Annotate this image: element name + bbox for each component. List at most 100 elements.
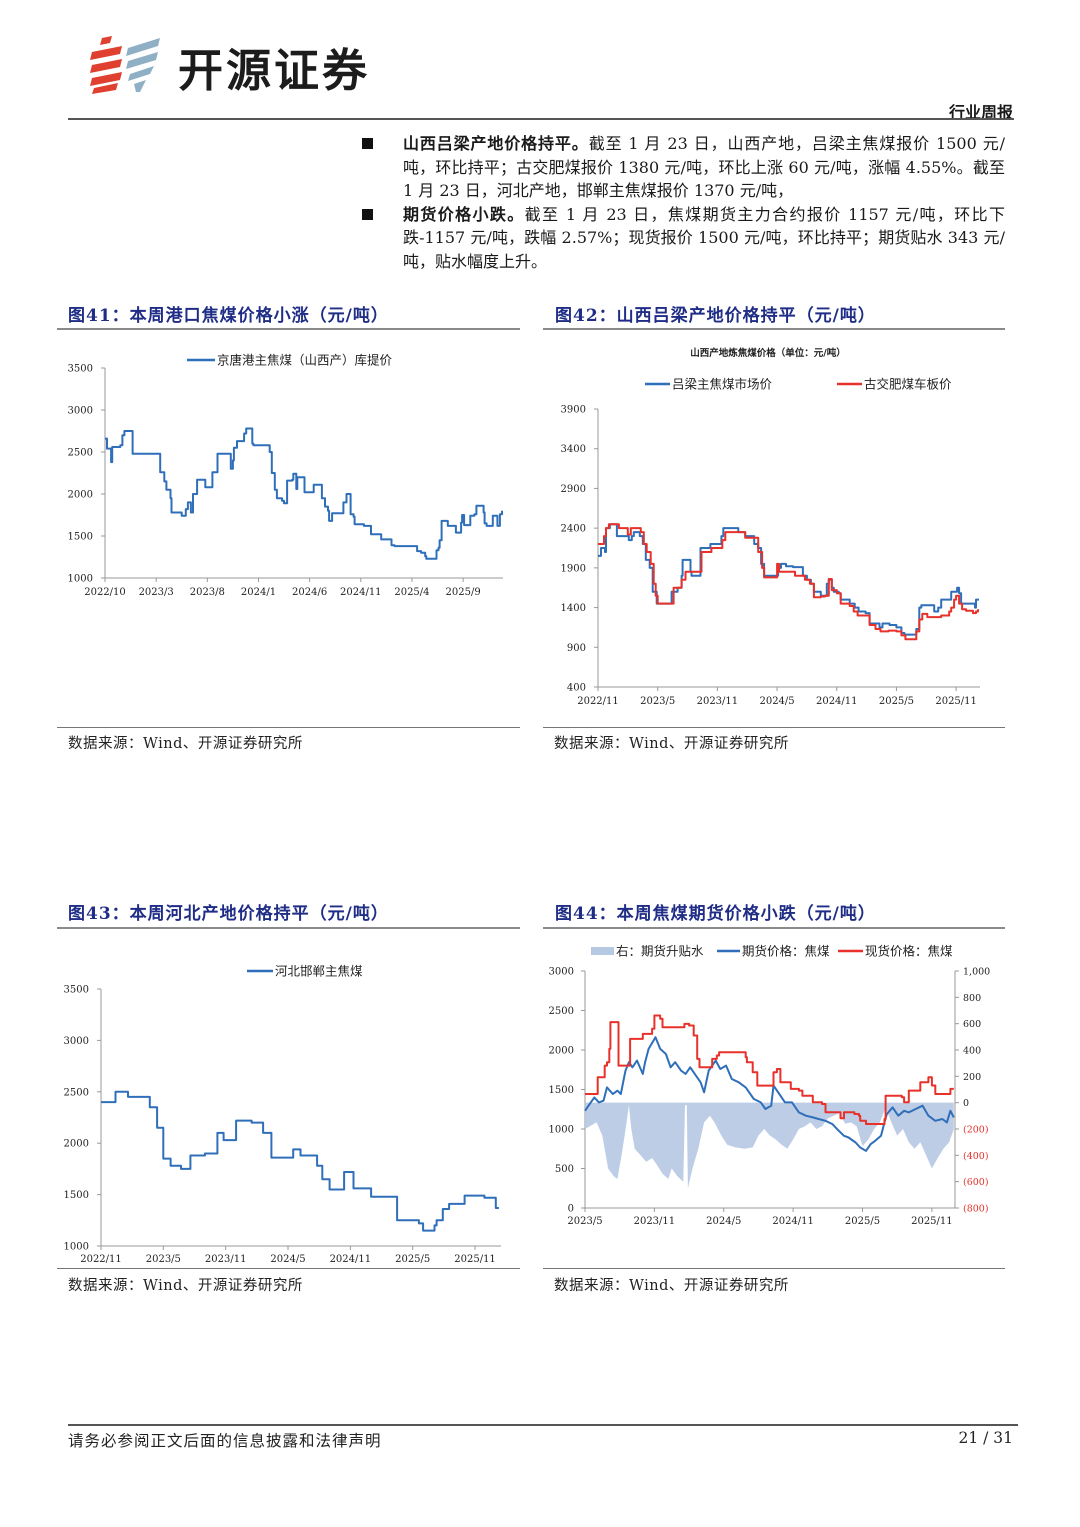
y-tick-label: 3400	[561, 444, 586, 455]
series-line-red	[598, 523, 979, 641]
x-tick-label: 2025/5	[395, 1254, 430, 1265]
series-line-blue	[101, 1090, 499, 1232]
y-tick-label: 400	[567, 683, 586, 694]
y2-tick-label: 0	[963, 1098, 969, 1109]
x-tick-label: 2022/11	[577, 696, 619, 707]
logo-text: 开源证券	[178, 44, 371, 97]
report-type-label: 行业周报	[948, 103, 1013, 122]
x-tick-label: 2024/11	[330, 1254, 372, 1265]
bullet-square-icon	[362, 208, 373, 220]
y-tick-label: 2500	[64, 1087, 89, 1098]
x-tick-label: 2022/11	[80, 1254, 122, 1265]
figure-41-source-rule	[57, 727, 520, 728]
bullet-text: 截至 1 月 23 日，山西产地，吕梁主焦煤报价 1500 元/吨，环比持平；古…	[403, 134, 1005, 201]
x-tick-label: 2025/11	[911, 1216, 953, 1227]
x-tick-label: 2025/5	[845, 1216, 880, 1227]
x-tick-label: 2025/5	[879, 696, 914, 707]
bullet-lead: 期货价格小跌。	[403, 204, 525, 224]
chart-42: 400 900 1400 1900 2400 2900 3400 3900 2022/11 202…	[561, 347, 980, 707]
y2-tick-label: 400	[963, 1046, 981, 1057]
legend-label: 现货价格：焦煤	[865, 944, 953, 959]
y-tick-label: 2400	[561, 524, 586, 535]
y-tick-label: 1500	[64, 1190, 89, 1201]
y2-tick-label: 800	[963, 993, 981, 1004]
figure-41-title: 图41：本周港口焦煤价格小涨（元/吨）	[68, 306, 389, 326]
figure-41-source: 数据来源：Wind、开源证券研究所	[68, 736, 303, 752]
x-tick-label: 2023/5	[146, 1254, 181, 1265]
x-tick-label: 2025/4	[394, 587, 429, 598]
x-tick-label: 2024/1	[241, 587, 276, 598]
y-tick-label: 3500	[68, 364, 93, 375]
figure-43-source: 数据来源：Wind、开源证券研究所	[68, 1278, 303, 1294]
y-tick-label: 3000	[549, 967, 574, 978]
series-line-red	[585, 1014, 954, 1125]
y-tick-label: 3900	[561, 405, 586, 416]
x-tick-label: 2023/3	[139, 587, 174, 598]
legend-label: 河北邯郸主焦煤	[275, 964, 363, 979]
y2-tick-label: (800)	[963, 1204, 989, 1215]
x-tick-label: 2024/5	[270, 1254, 305, 1265]
y-tick-label: 1000	[64, 1242, 89, 1253]
y2-tick-label: (600)	[963, 1177, 989, 1188]
figure-42-source-rule	[543, 727, 1005, 728]
y-tick-label: 2000	[68, 490, 93, 501]
logo-mark	[90, 36, 160, 94]
x-tick-label: 2022/10	[84, 587, 126, 598]
bullet-lead: 山西吕梁产地价格持平。	[403, 134, 589, 153]
x-tick-label: 2025/11	[935, 696, 977, 707]
x-tick-label: 2025/9	[446, 587, 481, 598]
figure-42-source: 数据来源：Wind、开源证券研究所	[554, 736, 789, 752]
figure-44-source-rule	[543, 1268, 1005, 1269]
figure-43-title-rule	[57, 927, 520, 929]
y-tick-label: 3000	[64, 1036, 89, 1047]
y-tick-label: 2000	[64, 1139, 89, 1150]
page-number: 21 / 31	[958, 1429, 1013, 1447]
series-line-blue	[584, 1036, 955, 1152]
y-tick-label: 1000	[549, 1125, 574, 1136]
x-tick-label: 2023/8	[190, 587, 225, 598]
footer-divider	[68, 1424, 1018, 1426]
x-tick-label: 2023/11	[634, 1216, 676, 1227]
bullet-item: 山西吕梁产地价格持平。截至 1 月 23 日，山西产地，吕梁主焦煤报价 1500…	[362, 132, 1005, 203]
y-tick-label: 1500	[549, 1085, 574, 1096]
legend-label: 期货价格：焦煤	[742, 944, 830, 959]
y-tick-label: 2000	[549, 1046, 574, 1057]
y2-tick-label: 200	[963, 1072, 981, 1083]
x-tick-label: 2023/5	[567, 1216, 602, 1227]
basis-area	[585, 1102, 954, 1189]
y-tick-label: 0	[568, 1204, 574, 1215]
series-line-blue	[105, 427, 503, 560]
x-tick-label: 2024/11	[816, 696, 858, 707]
chart-43: 1000 1500 2000 2500 3000 3500 2022/11 2023/5 202…	[64, 964, 501, 1265]
x-tick-label: 2023/11	[205, 1254, 247, 1265]
x-tick-label: 2024/11	[772, 1216, 814, 1227]
y-tick-label: 2500	[549, 1006, 574, 1017]
figure-42-title: 图42：山西吕梁产地价格持平（元/吨）	[555, 306, 876, 326]
figure-44-title-rule	[543, 927, 1005, 929]
y-tick-label: 1400	[561, 603, 586, 614]
legend-label: 右：期货升贴水	[616, 944, 704, 959]
figure-44-source: 数据来源：Wind、开源证券研究所	[554, 1278, 789, 1294]
figure-43-source-rule	[57, 1268, 520, 1269]
y2-tick-label: (200)	[963, 1125, 989, 1136]
y-tick-label: 3000	[68, 406, 93, 417]
legend-swatch	[591, 947, 614, 955]
figure-43-title: 图43：本周河北产地价格持平（元/吨）	[68, 904, 389, 924]
x-tick-label: 2023/5	[640, 696, 675, 707]
y2-tick-label: 600	[963, 1019, 981, 1030]
y-tick-label: 900	[567, 643, 586, 654]
y-tick-label: 2900	[561, 484, 586, 495]
y-tick-label: 1500	[68, 532, 93, 543]
y2-tick-label: (400)	[963, 1151, 989, 1162]
y-tick-label: 1000	[68, 574, 93, 585]
x-tick-label: 2024/5	[706, 1216, 741, 1227]
legend-label: 古交肥煤车板价	[864, 377, 952, 392]
bullet-item: 期货价格小跌。截至 1 月 23 日，焦煤期货主力合约报价 1157 元/吨，环…	[362, 203, 1005, 274]
x-tick-label: 2025/11	[454, 1254, 496, 1265]
chart-41: 1000 1500 2000 2500 3000 3500 2022/10 2023/3 202…	[68, 353, 503, 598]
figure-41-title-rule	[57, 328, 520, 330]
legend-label: 京唐港主焦煤（山西产）库提价	[217, 353, 393, 368]
y-tick-label: 1900	[561, 563, 586, 574]
